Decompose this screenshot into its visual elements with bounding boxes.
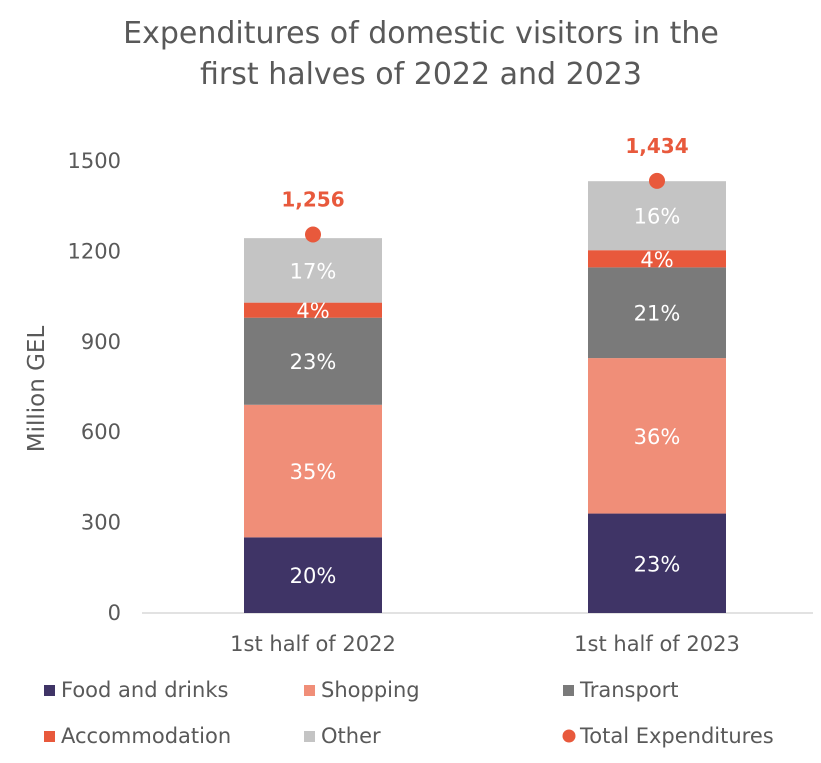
bar-segment xyxy=(588,513,726,613)
bar-segment xyxy=(588,250,726,268)
bar-segment-label: 36% xyxy=(634,425,681,449)
legend-label: Transport xyxy=(579,678,679,702)
legend-item: Shopping xyxy=(304,678,420,702)
y-tick-label: 1500 xyxy=(68,149,121,173)
bar-segment-label: 23% xyxy=(634,552,681,576)
y-tick-label: 300 xyxy=(81,511,121,535)
legend-item: Transport xyxy=(563,678,679,702)
y-tick-label: 1200 xyxy=(68,239,121,263)
legend-swatch xyxy=(44,731,55,742)
bar-segment xyxy=(588,267,726,359)
bar-segment-label: 35% xyxy=(290,460,337,484)
bar-segment xyxy=(244,302,382,318)
legend-swatch xyxy=(563,685,574,696)
legend-swatch xyxy=(304,685,315,696)
legend-label: Accommodation xyxy=(61,724,231,748)
total-markers: 1,256 1,434 xyxy=(281,134,689,243)
bar-segment xyxy=(588,181,726,251)
bar-segment xyxy=(244,404,382,538)
total-marker xyxy=(649,172,665,189)
legend: Food and drinks Shopping Transport Accommod… xyxy=(44,678,774,748)
legend-label: Other xyxy=(321,724,381,748)
chart-title-line-1: Expenditures of domestic visitors in the xyxy=(123,16,719,51)
x-tick-label: 1st half of 2022 xyxy=(230,632,396,656)
bar-segment-label: 23% xyxy=(290,350,337,374)
bar-segment xyxy=(588,358,726,514)
bars: 20% 35% 23% 4% 17% 23% 36% 21% 4% 16% xyxy=(244,181,726,613)
bar-segment-label: 21% xyxy=(634,302,681,326)
legend-swatch xyxy=(562,729,576,743)
bar-segment-label: 4% xyxy=(296,299,329,323)
legend-item: Total Expenditures xyxy=(562,724,774,748)
total-label: 1,256 xyxy=(281,188,344,212)
x-axis-ticks: 1st half of 2022 1st half of 2023 xyxy=(230,632,740,656)
legend-swatch xyxy=(44,685,55,696)
total-label: 1,434 xyxy=(625,134,688,158)
total-marker xyxy=(305,226,321,243)
legend-swatch xyxy=(304,731,315,742)
y-tick-label: 0 xyxy=(108,601,121,625)
legend-item: Food and drinks xyxy=(44,678,228,702)
bar-segment-label: 16% xyxy=(634,205,681,229)
y-axis-label: Million GEL xyxy=(24,326,50,453)
y-axis-ticks: 0 300 600 900 1200 1500 xyxy=(68,149,121,625)
legend-label: Total Expenditures xyxy=(579,724,774,748)
legend-label: Food and drinks xyxy=(61,678,228,702)
legend-item: Other xyxy=(304,724,381,748)
bar-segment xyxy=(244,238,382,303)
bar-segment-label: 4% xyxy=(640,248,673,272)
y-tick-label: 600 xyxy=(81,420,121,444)
chart-title-line-2: first halves of 2022 and 2023 xyxy=(200,57,642,92)
bar-segment-label: 20% xyxy=(290,564,337,588)
bar-segment-label: 17% xyxy=(290,259,337,283)
y-tick-label: 900 xyxy=(81,330,121,354)
legend-label: Shopping xyxy=(321,678,420,702)
x-tick-label: 1st half of 2023 xyxy=(574,632,740,656)
legend-item: Accommodation xyxy=(44,724,231,748)
bar-segment xyxy=(244,537,382,613)
bar-segment xyxy=(244,317,382,405)
